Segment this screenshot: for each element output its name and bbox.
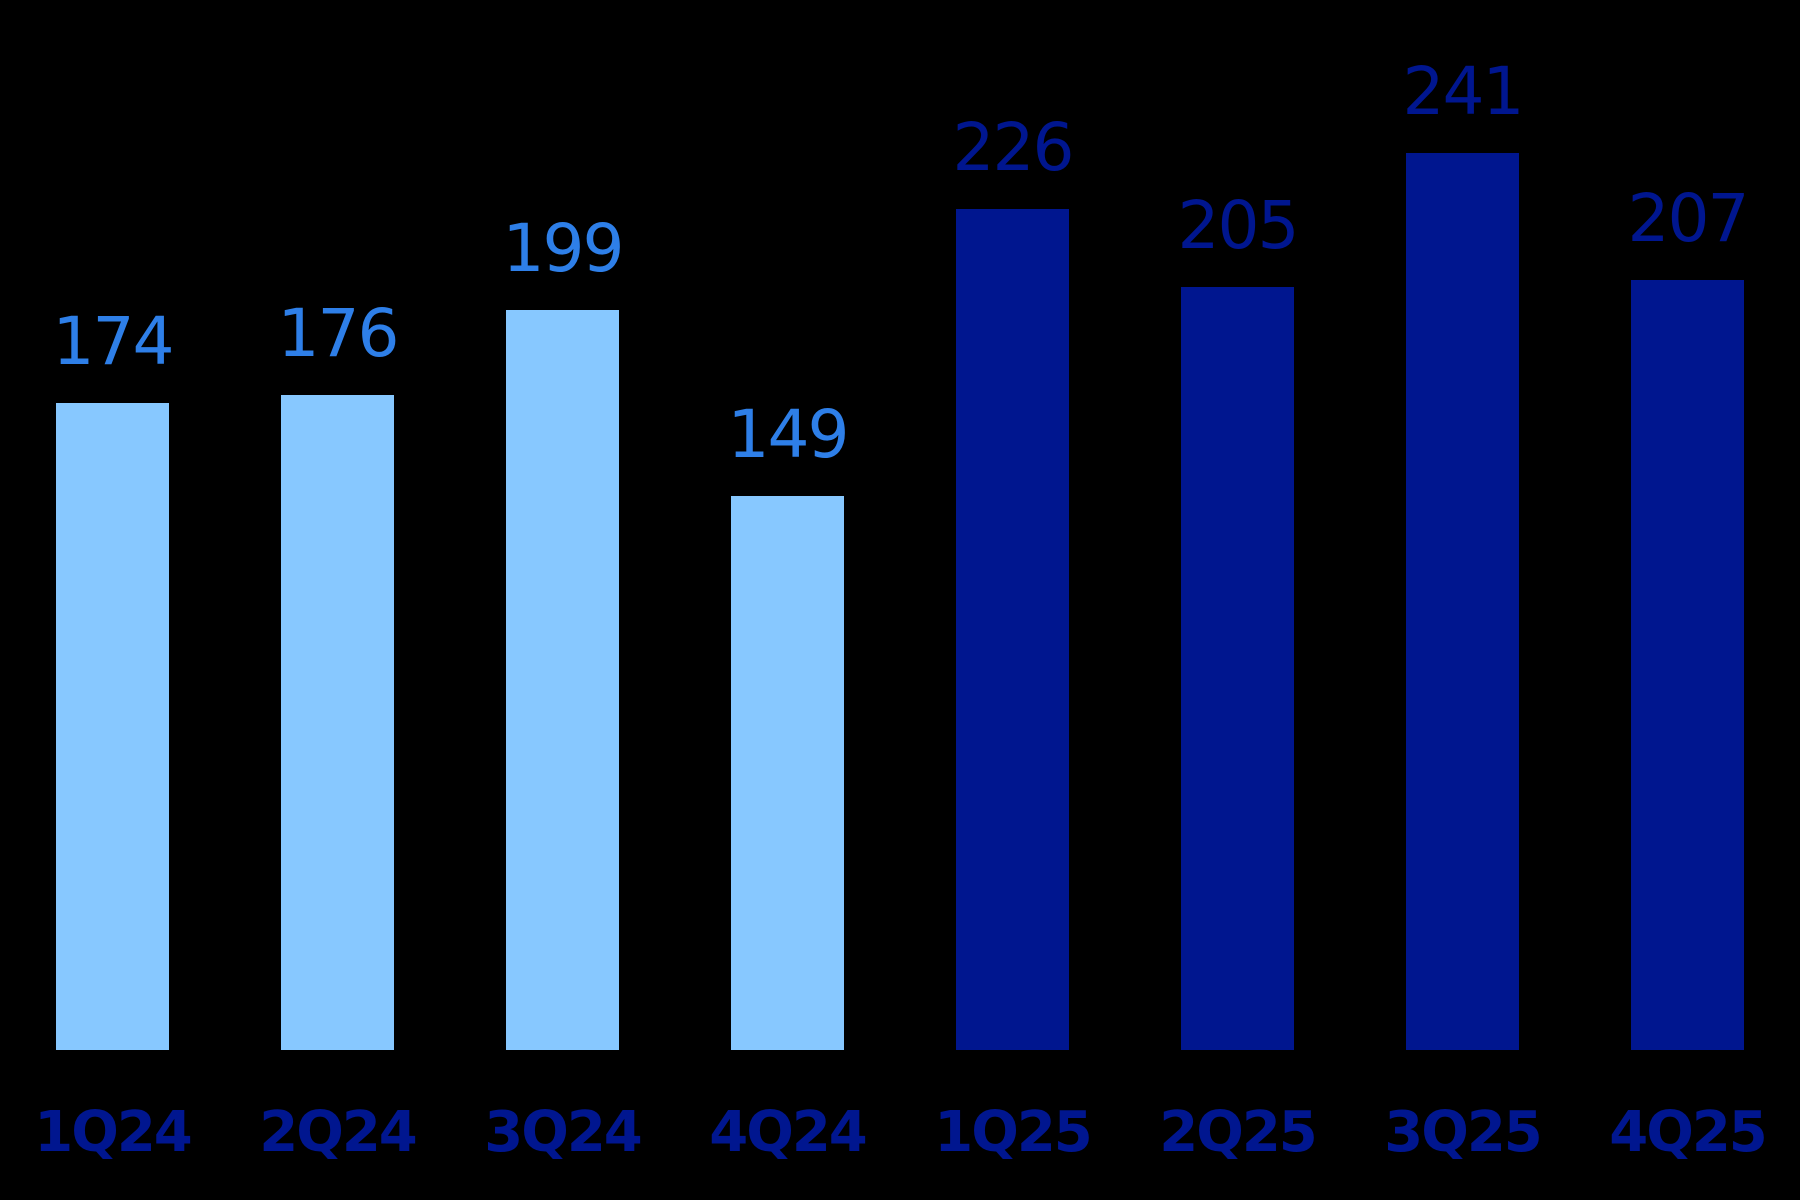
category-label: 4Q25	[1609, 1100, 1768, 1165]
category-label: 4Q24	[709, 1100, 868, 1165]
category-label: 1Q24	[34, 1100, 193, 1165]
category-label: 3Q25	[1384, 1100, 1543, 1165]
value-label: 199	[502, 209, 625, 287]
value-label: 205	[1177, 187, 1300, 265]
value-label: 241	[1402, 53, 1525, 131]
value-label: 207	[1627, 179, 1750, 257]
bar-2q24	[281, 395, 394, 1050]
bar-3q24	[506, 309, 619, 1050]
value-label: 149	[727, 395, 850, 473]
bar-1q25	[956, 209, 1069, 1050]
value-label: 226	[952, 109, 1075, 187]
bar-3q25	[1406, 153, 1519, 1050]
category-label: 2Q24	[259, 1100, 418, 1165]
category-label: 1Q25	[934, 1100, 1093, 1165]
bar-1q24	[56, 402, 169, 1050]
value-label: 174	[52, 302, 175, 380]
category-label: 2Q25	[1159, 1100, 1318, 1165]
bar-4q25	[1631, 279, 1744, 1050]
value-label: 176	[277, 295, 400, 373]
bar-2q25	[1181, 287, 1294, 1050]
bar-4q24	[731, 495, 844, 1050]
category-label: 3Q24	[484, 1100, 643, 1165]
